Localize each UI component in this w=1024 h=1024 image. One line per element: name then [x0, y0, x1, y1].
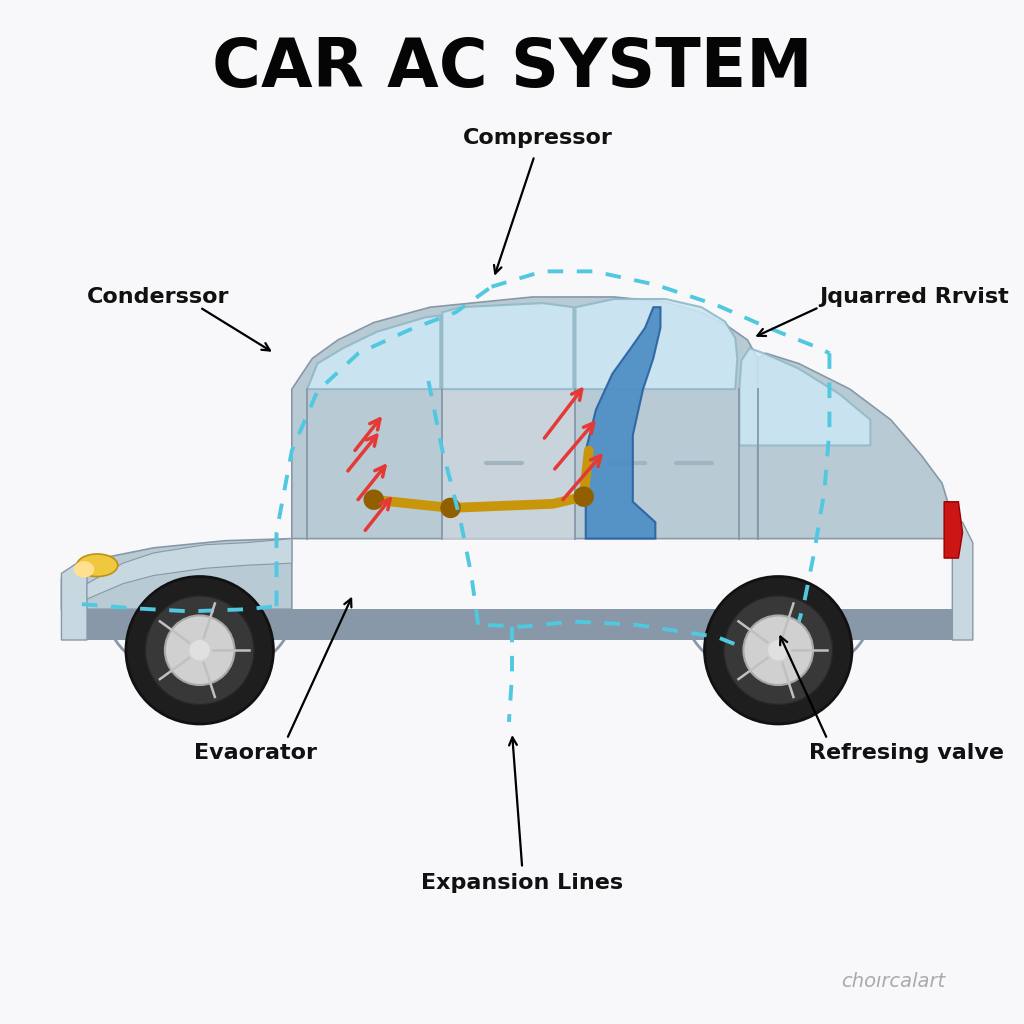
Polygon shape	[87, 539, 292, 599]
Polygon shape	[442, 389, 575, 539]
Text: CAR AC SYSTEM: CAR AC SYSTEM	[212, 35, 812, 100]
Circle shape	[364, 489, 384, 510]
Circle shape	[724, 596, 833, 705]
Circle shape	[440, 498, 461, 518]
Text: Refresing valve: Refresing valve	[809, 742, 1004, 763]
Circle shape	[126, 577, 273, 724]
Polygon shape	[292, 297, 758, 539]
Text: choırcalart: choırcalart	[841, 972, 945, 991]
Polygon shape	[61, 563, 87, 640]
Polygon shape	[575, 299, 737, 389]
Polygon shape	[952, 517, 973, 640]
Text: Expansion Lines: Expansion Lines	[421, 872, 624, 893]
Polygon shape	[586, 307, 660, 539]
Text: Conderssor: Conderssor	[87, 287, 229, 307]
Circle shape	[145, 596, 254, 705]
Polygon shape	[72, 609, 952, 640]
Polygon shape	[307, 315, 440, 389]
Circle shape	[189, 640, 210, 660]
Circle shape	[743, 615, 813, 685]
Polygon shape	[944, 502, 963, 558]
Polygon shape	[739, 348, 870, 445]
Circle shape	[165, 615, 234, 685]
Ellipse shape	[77, 554, 118, 577]
Text: Jquarred Rrvist: Jquarred Rrvist	[819, 287, 1009, 307]
Text: Compressor: Compressor	[463, 128, 612, 148]
Circle shape	[768, 640, 788, 660]
Polygon shape	[61, 539, 292, 609]
Circle shape	[705, 577, 852, 724]
Text: Evaorator: Evaorator	[195, 742, 317, 763]
Ellipse shape	[74, 561, 94, 578]
Polygon shape	[442, 303, 573, 389]
Polygon shape	[758, 353, 952, 539]
Circle shape	[573, 486, 594, 507]
